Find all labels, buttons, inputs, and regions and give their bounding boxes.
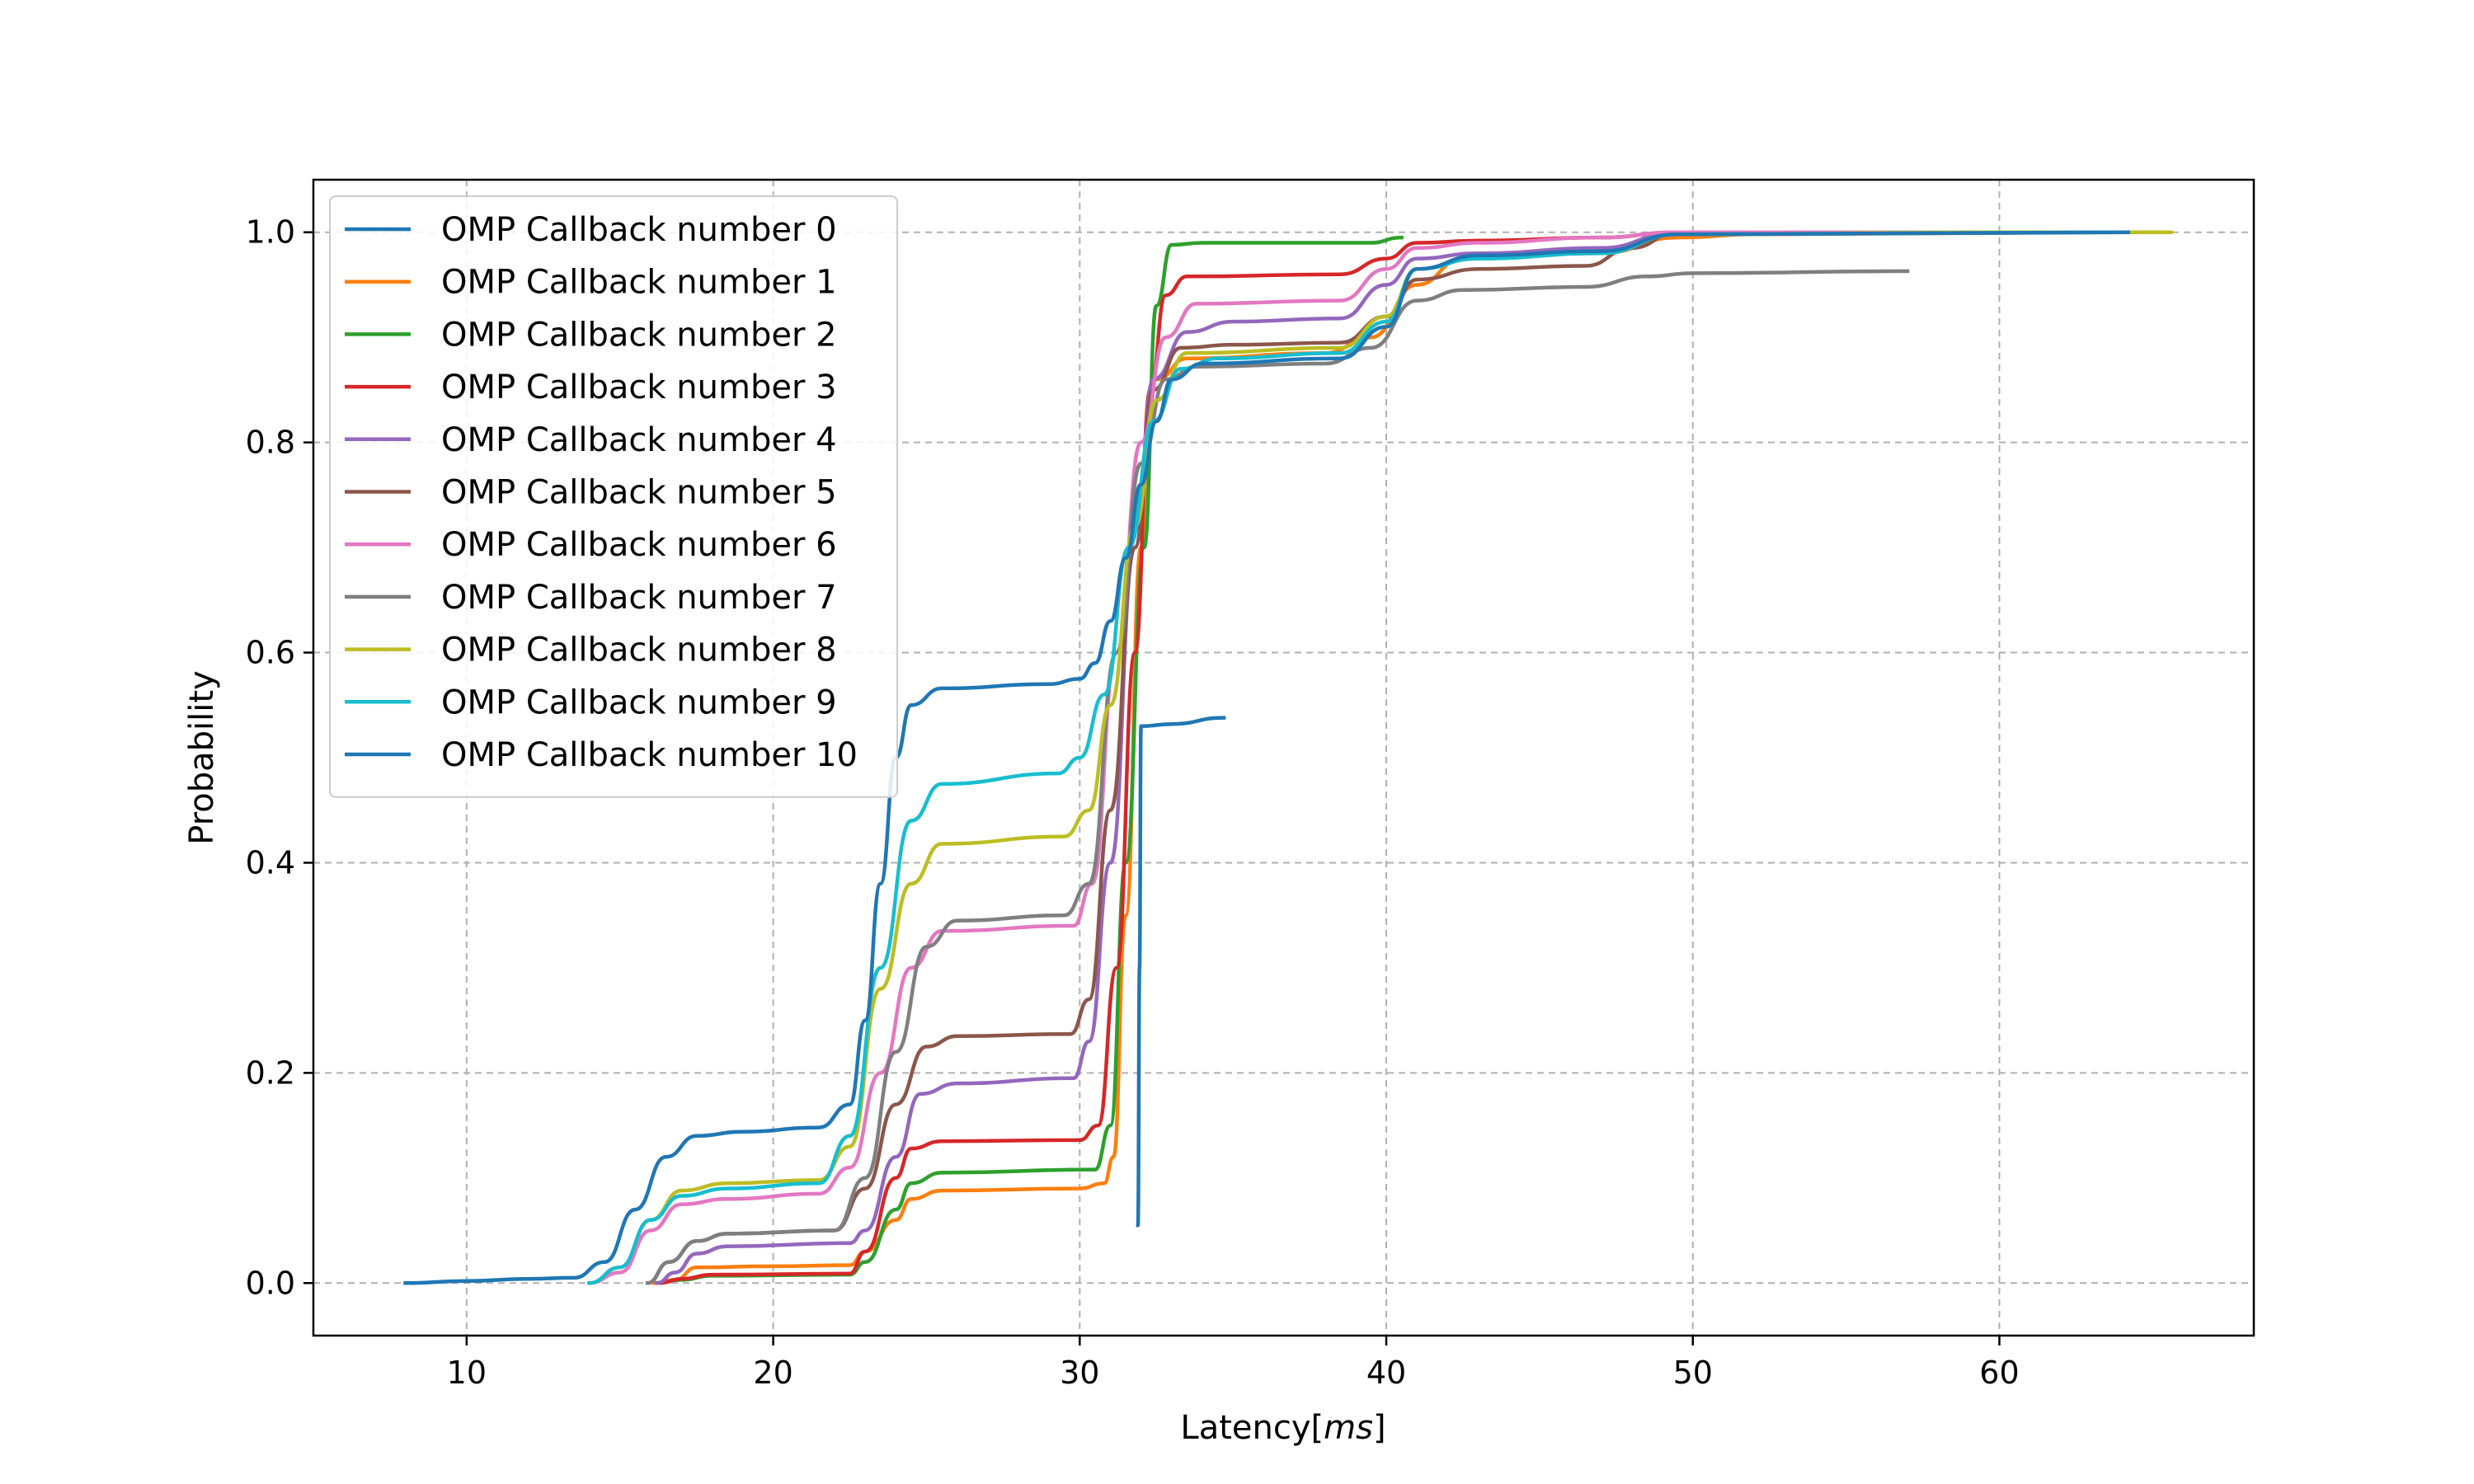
series-layer — [403, 230, 2173, 1285]
y-tick-label: 0.2 — [246, 1054, 295, 1091]
x-tick-label: 60 — [1979, 1355, 2019, 1391]
x-axis-label: Latency[ms] — [1180, 1409, 1385, 1447]
legend-label-8: OMP Callback number 8 — [441, 632, 837, 669]
x-axis-label-unit: ms — [1324, 1409, 1373, 1447]
y-tick-label: 0.6 — [246, 635, 295, 671]
legend: OMP Callback number 0 OMP Callback number… — [329, 195, 898, 798]
legend-label-0: OMP Callback number 0 — [441, 211, 837, 249]
x-axis-label-main: Latency — [1180, 1409, 1310, 1447]
x-tick-label: 30 — [1060, 1355, 1099, 1391]
y-tick-label: 0.0 — [246, 1265, 295, 1301]
legend-label-10: OMP Callback number 10 — [441, 736, 858, 774]
x-tick-label: 50 — [1673, 1355, 1713, 1391]
x-axis-label-bracket-open: [ — [1311, 1409, 1324, 1447]
ticks: 10 20 30 40 50 60 0.0 0.2 0.4 0.6 0.8 1.0 — [246, 214, 2020, 1391]
legend-label-4: OMP Callback number 4 — [441, 421, 837, 459]
x-tick-label: 20 — [753, 1355, 793, 1391]
series-line-9 — [587, 230, 2130, 1285]
legend-box — [329, 195, 898, 798]
y-tick-label: 0.8 — [246, 425, 295, 461]
legend-label-2: OMP Callback number 2 — [441, 316, 837, 354]
series-line-5 — [645, 230, 2130, 1285]
plot-frame — [312, 178, 2255, 1337]
y-tick-label: 0.4 — [246, 844, 295, 881]
legend-label-6: OMP Callback number 6 — [441, 526, 837, 564]
legend-label-7: OMP Callback number 7 — [441, 579, 837, 617]
legend-label-3: OMP Callback number 3 — [441, 369, 837, 406]
legend-label-5: OMP Callback number 5 — [441, 474, 837, 512]
series-line-0 — [1136, 716, 1226, 1228]
legend-label-1: OMP Callback number 1 — [441, 264, 837, 302]
legend-label-9: OMP Callback number 9 — [441, 683, 837, 721]
x-tick-label: 10 — [447, 1355, 487, 1391]
y-tick-label: 1.0 — [246, 214, 295, 251]
x-axis-label-bracket-close: ] — [1373, 1409, 1386, 1447]
series-line-10 — [403, 230, 2130, 1285]
x-tick-label: 40 — [1366, 1355, 1406, 1391]
y-axis-label: Probability — [183, 670, 221, 844]
